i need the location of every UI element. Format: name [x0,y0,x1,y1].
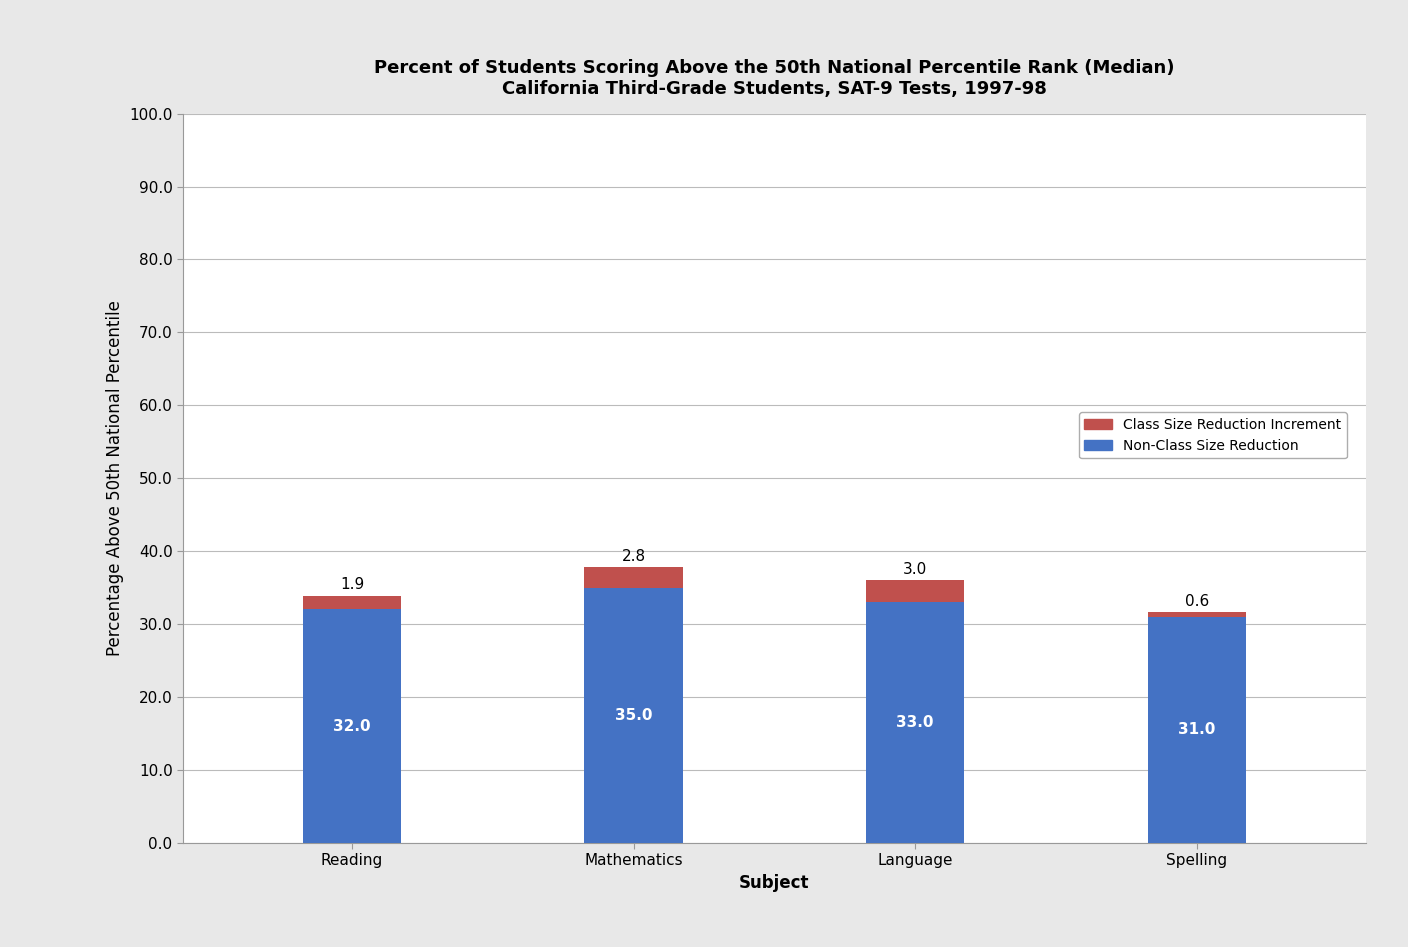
Text: 31.0: 31.0 [1178,723,1215,738]
Text: 32.0: 32.0 [334,719,370,734]
Text: 35.0: 35.0 [615,707,652,723]
Text: 0.6: 0.6 [1184,594,1209,609]
Bar [303,596,401,610]
Title: Percent of Students Scoring Above the 50th National Percentile Rank (Median)
Cal: Percent of Students Scoring Above the 50… [375,60,1174,98]
Bar [584,567,683,587]
X-axis label: Subject: Subject [739,874,810,892]
Legend: Class Size Reduction Increment, Non-Class Size Reduction: Class Size Reduction Increment, Non-Clas… [1079,412,1347,458]
Text: 1.9: 1.9 [339,577,365,592]
Text: 33.0: 33.0 [897,715,934,730]
Bar [866,581,964,602]
Bar [866,602,964,843]
Bar [584,587,683,843]
Bar [1148,613,1246,616]
Bar [1148,616,1246,843]
Y-axis label: Percentage Above 50th National Percentile: Percentage Above 50th National Percentil… [106,300,124,656]
Text: 2.8: 2.8 [621,548,646,563]
Text: 3.0: 3.0 [903,562,928,577]
Bar [303,610,401,843]
